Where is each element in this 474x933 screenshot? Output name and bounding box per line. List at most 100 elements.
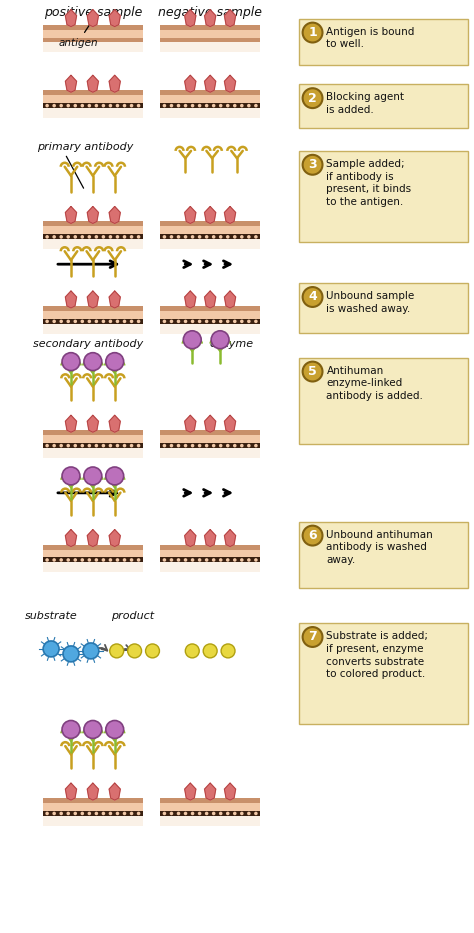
Circle shape <box>84 467 102 485</box>
Circle shape <box>254 558 258 562</box>
Bar <box>161 324 260 334</box>
Circle shape <box>233 320 237 323</box>
Bar <box>43 24 143 43</box>
Circle shape <box>177 444 180 448</box>
Circle shape <box>191 320 194 323</box>
Circle shape <box>109 812 112 815</box>
Circle shape <box>302 362 322 382</box>
Bar <box>161 43 260 52</box>
Circle shape <box>123 558 126 562</box>
Circle shape <box>170 558 173 562</box>
Circle shape <box>52 444 56 448</box>
Circle shape <box>219 558 222 562</box>
Bar <box>161 557 260 563</box>
Circle shape <box>233 444 237 448</box>
Circle shape <box>123 812 126 815</box>
Bar <box>161 104 260 108</box>
Circle shape <box>247 104 251 107</box>
Bar <box>43 306 143 311</box>
Circle shape <box>170 812 173 815</box>
Polygon shape <box>65 530 76 547</box>
Circle shape <box>52 104 56 107</box>
Polygon shape <box>205 783 216 800</box>
Circle shape <box>123 104 126 107</box>
Bar <box>43 91 143 95</box>
Bar <box>161 448 260 458</box>
Circle shape <box>184 235 187 239</box>
Circle shape <box>205 444 209 448</box>
Circle shape <box>163 558 166 562</box>
Circle shape <box>66 558 70 562</box>
Text: primary antibody: primary antibody <box>36 142 133 152</box>
Circle shape <box>137 444 140 448</box>
Circle shape <box>59 812 63 815</box>
Circle shape <box>106 467 124 485</box>
Circle shape <box>88 320 91 323</box>
Circle shape <box>95 104 98 107</box>
Circle shape <box>163 104 166 107</box>
Circle shape <box>198 558 201 562</box>
Circle shape <box>302 627 322 647</box>
Circle shape <box>177 812 180 815</box>
Bar <box>43 798 143 803</box>
Text: Antigen is bound
to well.: Antigen is bound to well. <box>327 27 415 49</box>
Circle shape <box>170 444 173 448</box>
Circle shape <box>233 235 237 239</box>
Circle shape <box>219 320 222 323</box>
Polygon shape <box>65 206 76 223</box>
FancyBboxPatch shape <box>299 522 468 589</box>
Circle shape <box>240 444 244 448</box>
Circle shape <box>81 104 84 107</box>
Bar <box>161 306 260 311</box>
Circle shape <box>240 558 244 562</box>
FancyBboxPatch shape <box>299 151 468 243</box>
Text: Blocking agent
is added.: Blocking agent is added. <box>327 92 404 115</box>
Circle shape <box>254 812 258 815</box>
Polygon shape <box>225 76 236 92</box>
Polygon shape <box>185 415 196 432</box>
Circle shape <box>137 320 140 323</box>
Circle shape <box>63 646 79 661</box>
Text: 4: 4 <box>308 290 317 303</box>
Text: positive sample: positive sample <box>44 6 142 19</box>
Circle shape <box>212 558 216 562</box>
Circle shape <box>191 558 194 562</box>
Circle shape <box>109 104 112 107</box>
Circle shape <box>52 558 56 562</box>
Circle shape <box>302 89 322 108</box>
Circle shape <box>226 104 229 107</box>
Circle shape <box>212 812 216 815</box>
Circle shape <box>130 104 133 107</box>
Bar <box>43 319 143 324</box>
Circle shape <box>146 644 159 658</box>
Polygon shape <box>185 783 196 800</box>
Circle shape <box>212 444 216 448</box>
Circle shape <box>219 235 222 239</box>
Circle shape <box>240 812 244 815</box>
Polygon shape <box>65 291 76 308</box>
Polygon shape <box>109 783 120 800</box>
Circle shape <box>52 235 56 239</box>
Circle shape <box>62 353 80 370</box>
Bar <box>43 430 143 435</box>
Bar <box>161 545 260 550</box>
Circle shape <box>101 558 105 562</box>
Bar <box>43 24 143 30</box>
Circle shape <box>73 320 77 323</box>
Bar <box>161 91 260 108</box>
Bar <box>43 545 143 550</box>
Circle shape <box>177 104 180 107</box>
Circle shape <box>205 558 209 562</box>
Text: enzyme: enzyme <box>210 339 254 349</box>
Polygon shape <box>87 530 99 547</box>
Polygon shape <box>109 415 120 432</box>
Circle shape <box>101 320 105 323</box>
Circle shape <box>59 320 63 323</box>
Circle shape <box>233 104 237 107</box>
Bar <box>43 306 143 324</box>
Circle shape <box>184 320 187 323</box>
Circle shape <box>226 444 229 448</box>
Circle shape <box>240 104 244 107</box>
Bar <box>161 811 260 816</box>
Circle shape <box>184 812 187 815</box>
